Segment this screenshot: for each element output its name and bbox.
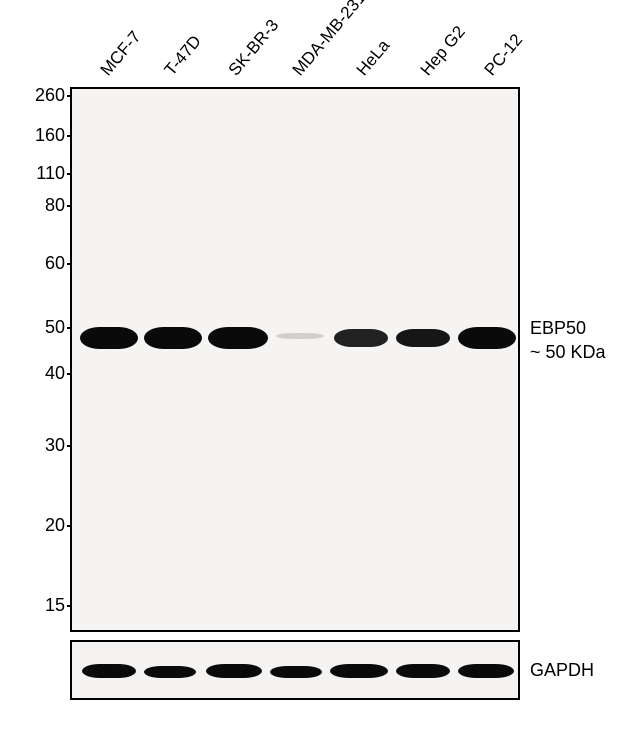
mw-value: 160 (35, 125, 65, 146)
lane-label: SK-BR-3 (225, 16, 283, 80)
protein-band (80, 327, 138, 349)
mw-value: 50 (45, 317, 65, 338)
gapdh-band (82, 664, 136, 678)
main-blot-panel (70, 87, 520, 632)
protein-band (334, 329, 388, 347)
protein-band (144, 327, 202, 349)
protein-band (208, 327, 268, 349)
mw-value: 30 (45, 435, 65, 456)
mw-value: 260 (35, 85, 65, 106)
gapdh-blot-panel (70, 640, 520, 700)
mw-value: 40 (45, 363, 65, 384)
lane-label: Hep G2 (417, 22, 470, 80)
gapdh-band (330, 664, 388, 678)
lane-label: HeLa (353, 36, 394, 80)
gapdh-band (458, 664, 514, 678)
protein-band (276, 333, 324, 339)
mw-value: 80 (45, 195, 65, 216)
mw-value: 20 (45, 515, 65, 536)
gapdh-band (270, 666, 322, 678)
lane-labels-row: MCF-7 T-47D SK-BR-3 MDA-MB-231 HeLa Hep … (90, 10, 530, 80)
mw-value: 15 (45, 595, 65, 616)
loading-control-label: GAPDH (530, 660, 594, 681)
figure-container: MCF-7 T-47D SK-BR-3 MDA-MB-231 HeLa Hep … (0, 0, 635, 740)
lane-label: T-47D (161, 32, 206, 80)
protein-band (458, 327, 516, 349)
gapdh-band (144, 666, 196, 678)
mw-value: 60 (45, 253, 65, 274)
lane-label: MCF-7 (97, 27, 146, 80)
gapdh-band (396, 664, 450, 678)
approx-mw-label: ~ 50 KDa (530, 342, 606, 363)
protein-band (396, 329, 450, 347)
lane-label: PC-12 (481, 30, 527, 80)
mw-value: 110 (36, 163, 65, 184)
gapdh-band (206, 664, 262, 678)
target-protein-label: EBP50 (530, 318, 586, 339)
